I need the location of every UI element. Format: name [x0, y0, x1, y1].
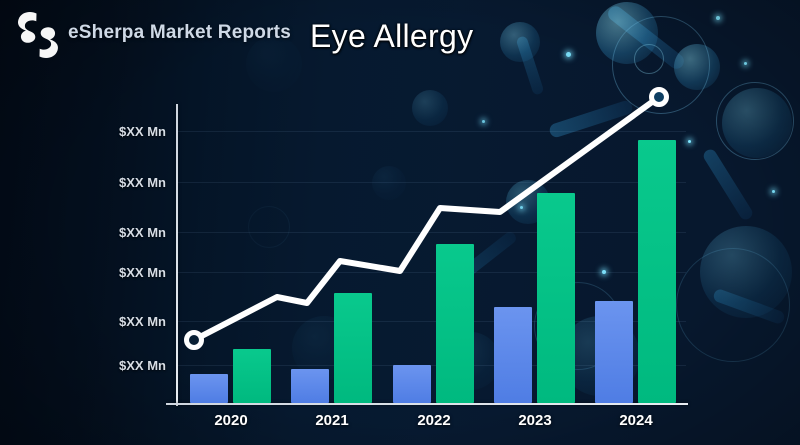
x-tick-label-2021: 2021	[315, 412, 349, 429]
trend-end-marker	[649, 87, 669, 107]
y-tick-label: $XX Mn	[119, 265, 166, 280]
y-tick-label: $XX Mn	[119, 225, 166, 240]
x-tick-label-2024: 2024	[619, 412, 653, 429]
y-tick-label: $XX Mn	[119, 358, 166, 373]
page-title: Eye Allergy	[310, 18, 474, 54]
bar-green-2021[interactable]	[334, 293, 372, 403]
x-axis-line	[166, 403, 688, 405]
brand-name: eSherpa Market Reports	[68, 22, 291, 43]
bar-blue-2020[interactable]	[190, 374, 228, 403]
y-tick-label: $XX Mn	[119, 175, 166, 190]
bar-green-2020[interactable]	[233, 349, 271, 403]
bar-blue-2024[interactable]	[595, 301, 633, 403]
bar-blue-2021[interactable]	[291, 369, 329, 403]
bar-blue-2023[interactable]	[494, 307, 532, 403]
trend-start-marker	[184, 330, 204, 350]
x-tick-label-2023: 2023	[518, 412, 552, 429]
bar-blue-2022[interactable]	[393, 365, 431, 403]
x-tick-label-2022: 2022	[417, 412, 451, 429]
esherpa-logo-icon	[12, 8, 64, 62]
bar-green-2024[interactable]	[638, 140, 676, 403]
x-tick-label-2020: 2020	[214, 412, 248, 429]
y-axis-line	[176, 104, 178, 406]
y-tick-label: $XX Mn	[119, 124, 166, 139]
bar-green-2023[interactable]	[537, 193, 575, 403]
y-axis-labels: $XX Mn $XX Mn $XX Mn $XX Mn $XX Mn $XX M…	[88, 0, 166, 445]
bar-green-2022[interactable]	[436, 244, 474, 403]
y-tick-label: $XX Mn	[119, 314, 166, 329]
